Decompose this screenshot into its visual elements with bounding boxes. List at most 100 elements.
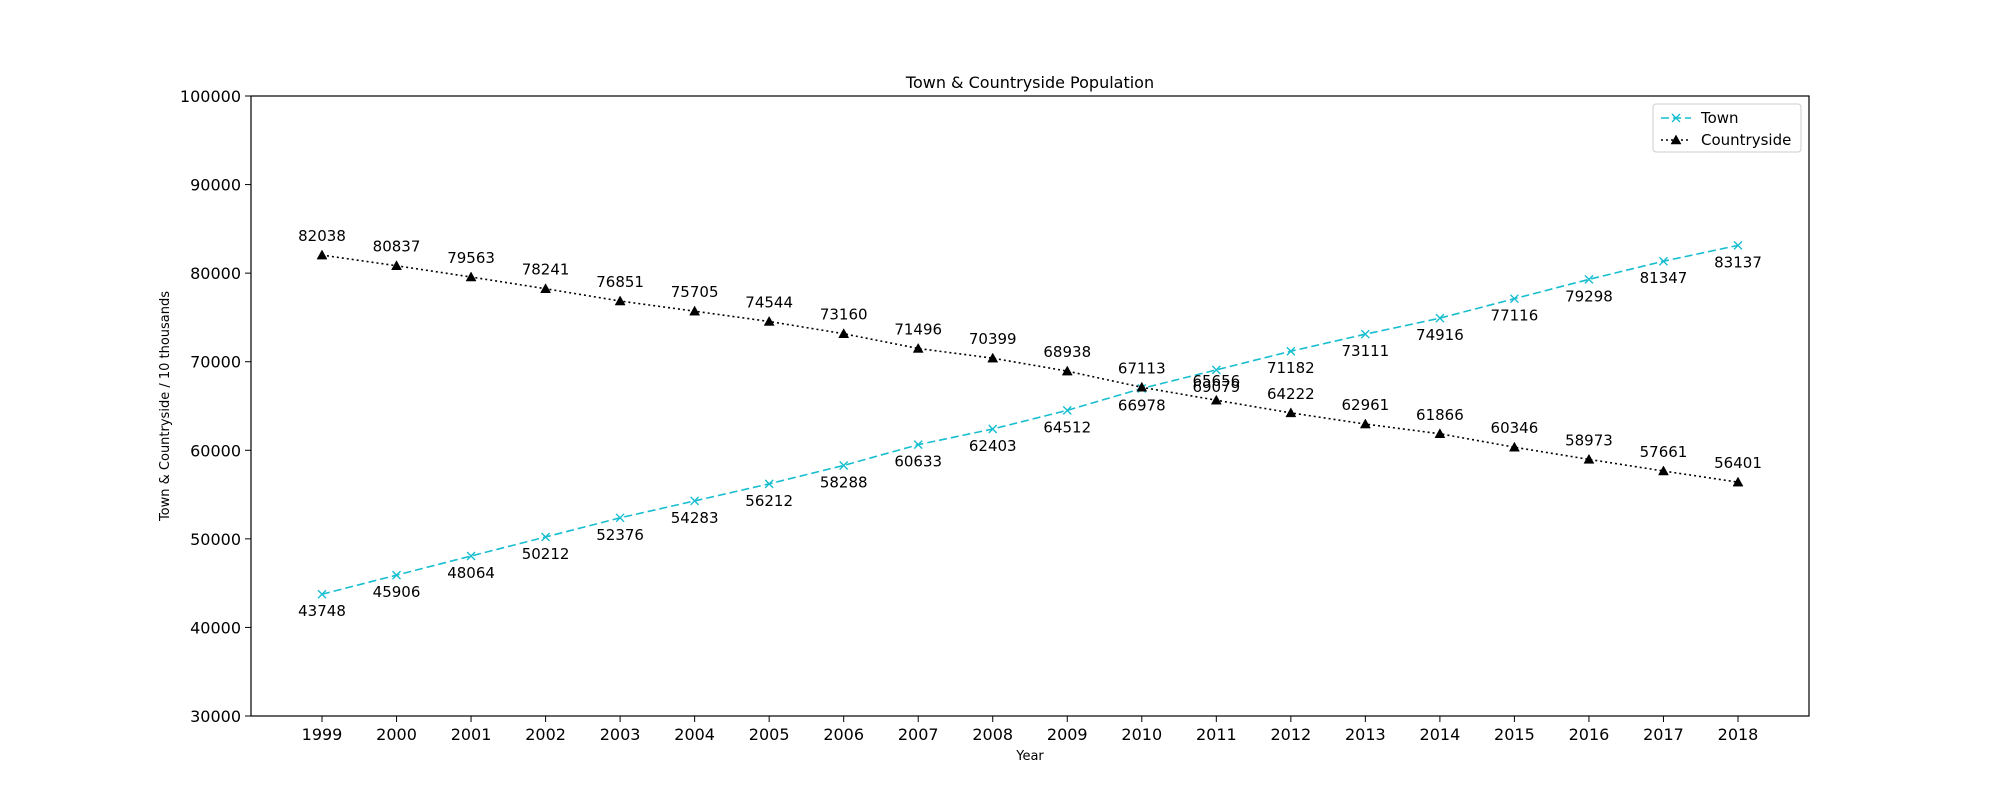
- data-label-town: 66978: [1118, 396, 1166, 414]
- data-label-countryside: 74544: [745, 293, 793, 311]
- y-axis-title: Town & Countryside / 10 thousands: [158, 291, 173, 522]
- x-tick-label: 2002: [525, 725, 566, 744]
- data-label-town: 69079: [1192, 378, 1240, 396]
- data-point-countryside: [763, 315, 775, 326]
- x-tick-label: 2006: [823, 725, 864, 744]
- data-point-countryside: [316, 249, 328, 260]
- data-label-countryside: 70399: [969, 330, 1017, 348]
- x-tick-label: 2009: [1047, 725, 1088, 744]
- data-point-countryside: [465, 271, 477, 282]
- x-tick-label: 2008: [972, 725, 1013, 744]
- legend-label-town: Town: [1700, 109, 1739, 127]
- data-point-countryside: [1732, 476, 1744, 487]
- series-line-town: [321, 244, 1739, 596]
- data-label-town: 60633: [894, 453, 942, 471]
- data-label-countryside: 71496: [894, 320, 942, 338]
- y-tick-label: 30000: [190, 707, 241, 726]
- data-label-town: 50212: [522, 545, 570, 563]
- data-label-town: 54283: [671, 509, 719, 527]
- data-point-countryside: [1658, 465, 1669, 476]
- data-point-town: [1286, 346, 1296, 356]
- data-point-countryside: [1434, 428, 1446, 439]
- data-label-town: 73111: [1342, 342, 1390, 360]
- legend-marker-countryside: [1670, 134, 1682, 145]
- series-line-countryside: [321, 254, 1739, 483]
- x-tick-label: 2015: [1494, 725, 1535, 744]
- data-label-countryside: 76851: [596, 273, 644, 291]
- x-tick-label: 2014: [1420, 725, 1461, 744]
- x-tick-label: 2005: [749, 725, 790, 744]
- x-tick-label: 2000: [376, 725, 417, 744]
- data-point-town: [1360, 329, 1370, 339]
- data-label-town: 56212: [745, 492, 793, 510]
- data-point-town: [466, 551, 476, 561]
- data-label-town: 71182: [1267, 359, 1315, 377]
- x-tick-label: 1999: [302, 725, 343, 744]
- data-point-countryside: [987, 352, 999, 363]
- x-tick-label: 2001: [451, 725, 492, 744]
- chart-title: Town & Countryside Population: [905, 73, 1154, 92]
- data-point-town: [1435, 313, 1445, 323]
- x-tick-label: 2016: [1569, 725, 1610, 744]
- data-label-countryside: 64222: [1267, 385, 1315, 403]
- data-label-town: 64512: [1043, 418, 1091, 436]
- data-point-town: [1733, 240, 1743, 250]
- data-label-countryside: 73160: [820, 306, 868, 324]
- data-label-town: 43748: [298, 602, 346, 620]
- data-point-countryside: [1359, 418, 1371, 429]
- data-label-town: 77116: [1491, 307, 1539, 325]
- data-point-countryside: [1285, 407, 1297, 418]
- data-point-countryside: [1136, 381, 1148, 392]
- data-label-town: 52376: [596, 526, 644, 544]
- x-tick-label: 2013: [1345, 725, 1386, 744]
- y-tick-label: 100000: [180, 87, 241, 106]
- data-label-countryside: 61866: [1416, 406, 1464, 424]
- data-point-town: [1509, 294, 1519, 304]
- data-label-countryside: 78241: [522, 261, 570, 279]
- data-point-town: [317, 589, 327, 599]
- x-tick-label: 2012: [1270, 725, 1311, 744]
- data-label-countryside: 68938: [1043, 343, 1091, 361]
- y-tick-label: 70000: [190, 353, 241, 372]
- data-label-countryside: 67113: [1118, 359, 1166, 377]
- data-point-town: [839, 460, 849, 470]
- data-label-countryside: 62961: [1342, 396, 1390, 414]
- data-point-town: [615, 513, 625, 523]
- data-label-town: 79298: [1565, 287, 1613, 305]
- data-label-countryside: 65656: [1192, 372, 1240, 390]
- data-point-countryside: [1210, 394, 1222, 405]
- data-label-town: 83137: [1714, 253, 1762, 271]
- data-point-town: [541, 532, 551, 542]
- x-tick-label: 2010: [1121, 725, 1162, 744]
- data-label-countryside: 58973: [1565, 431, 1613, 449]
- data-point-countryside: [838, 328, 850, 338]
- data-point-countryside: [689, 305, 701, 316]
- data-label-town: 74916: [1416, 326, 1464, 344]
- y-tick-label: 90000: [190, 176, 241, 195]
- x-tick-label: 2011: [1196, 725, 1237, 744]
- data-point-countryside: [912, 342, 924, 353]
- data-point-countryside: [1508, 441, 1520, 452]
- y-tick-label: 50000: [190, 530, 241, 549]
- data-point-countryside: [1583, 453, 1595, 464]
- data-label-countryside: 57661: [1640, 443, 1688, 461]
- data-point-countryside: [614, 295, 626, 306]
- data-label-town: 81347: [1640, 269, 1688, 287]
- data-point-countryside: [391, 260, 402, 270]
- data-label-countryside: 82038: [298, 227, 346, 245]
- x-axis-title: Year: [1015, 749, 1044, 764]
- data-label-countryside: 80837: [373, 238, 421, 256]
- data-point-town: [988, 424, 998, 434]
- data-point-town: [764, 479, 774, 489]
- x-tick-label: 2007: [898, 725, 939, 744]
- x-tick-label: 2018: [1718, 725, 1759, 744]
- data-label-town: 58288: [820, 473, 868, 491]
- legend-box: [1652, 103, 1802, 153]
- data-point-countryside: [1061, 365, 1073, 376]
- x-tick-label: 2004: [674, 725, 715, 744]
- data-point-town: [1584, 274, 1594, 284]
- data-label-town: 62403: [969, 437, 1017, 455]
- data-label-town: 45906: [373, 583, 421, 601]
- data-point-town: [690, 496, 700, 506]
